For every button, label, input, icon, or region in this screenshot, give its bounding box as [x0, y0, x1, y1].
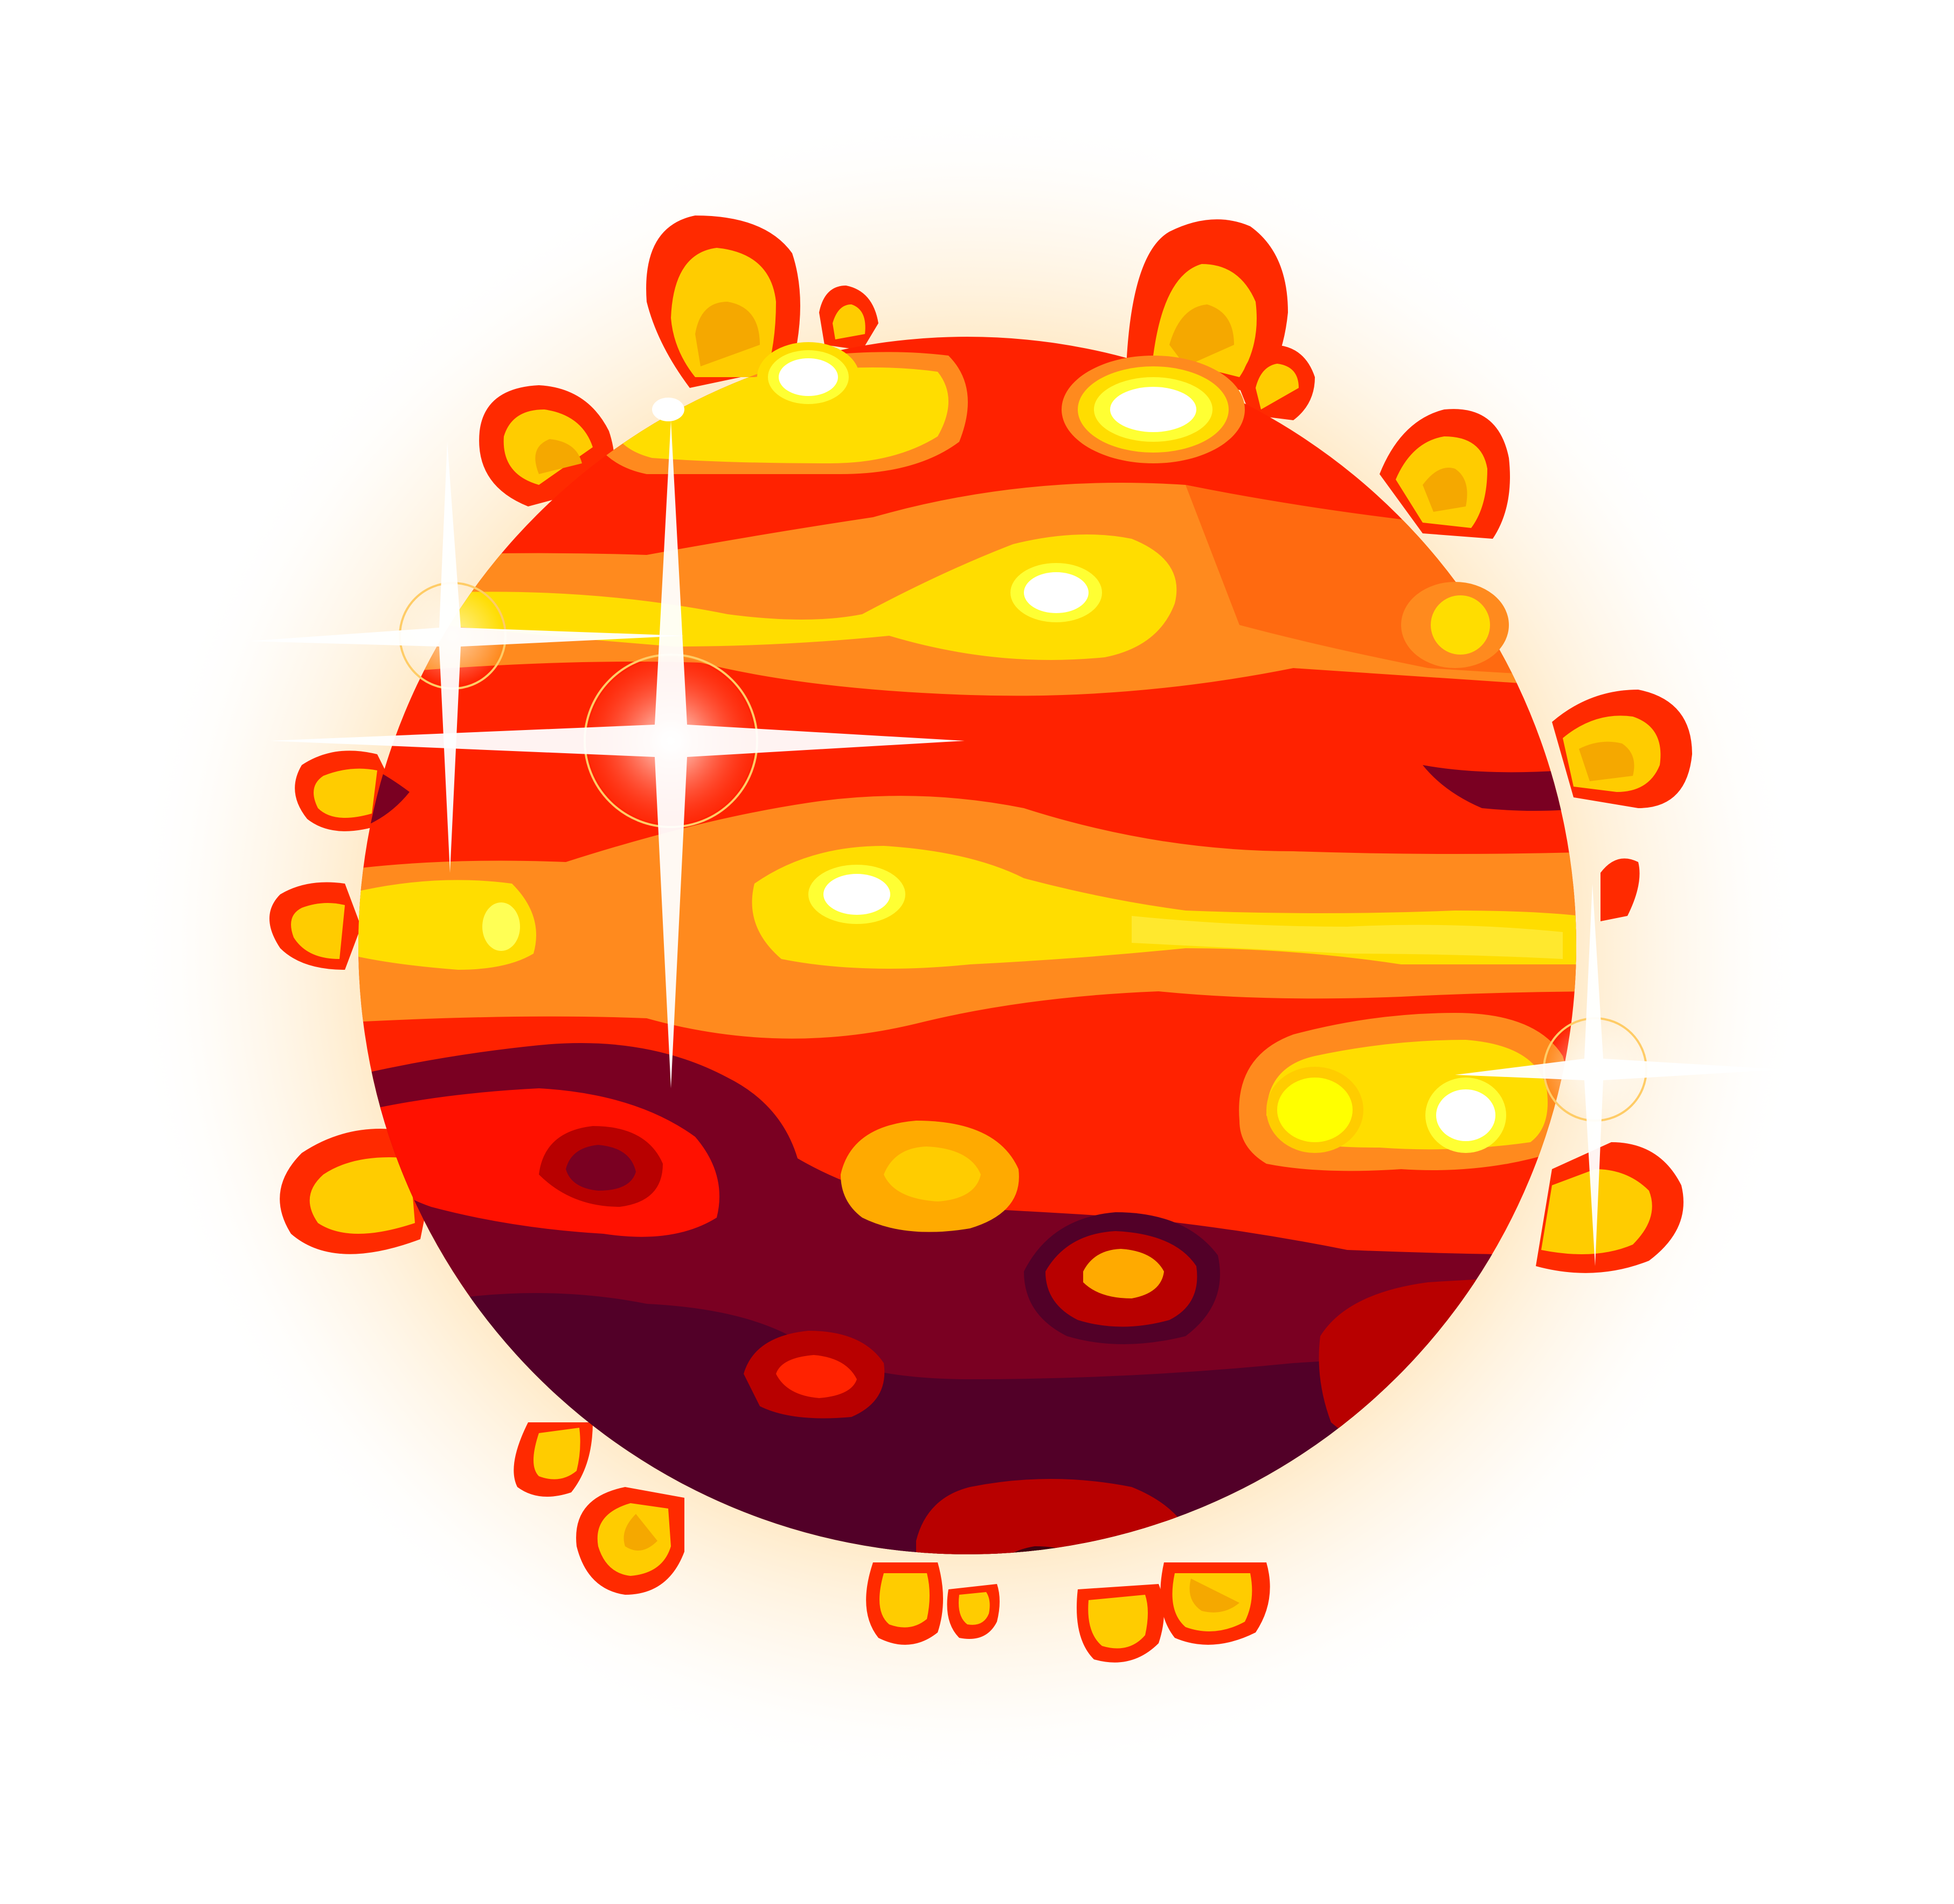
- glow-spots: [482, 342, 1509, 1153]
- planet-body: [358, 337, 1576, 1554]
- sparkle: [248, 442, 684, 873]
- lava-bump: [947, 1584, 1000, 1639]
- lava-bumps: [269, 216, 1692, 1663]
- lava-bump: [1600, 858, 1640, 921]
- lava-bump: [576, 1487, 684, 1595]
- lava-bump: [866, 1562, 943, 1645]
- lava-bump: [295, 751, 399, 831]
- lava-bump: [280, 1129, 431, 1254]
- lava-bump: [269, 882, 361, 970]
- lava-bump: [1126, 219, 1288, 393]
- sparkles: [248, 420, 1784, 1266]
- lava-bump: [819, 286, 878, 350]
- lava-bump: [1239, 345, 1315, 420]
- lava-bump: [514, 1422, 593, 1497]
- lava-bump: [1380, 409, 1510, 539]
- sparkle: [1455, 884, 1784, 1266]
- sparkle: [269, 420, 965, 1088]
- lava-bump: [1160, 1562, 1270, 1645]
- lava-bump: [1552, 690, 1692, 808]
- lava-bump: [646, 216, 800, 388]
- lava-bump: [1077, 1584, 1164, 1663]
